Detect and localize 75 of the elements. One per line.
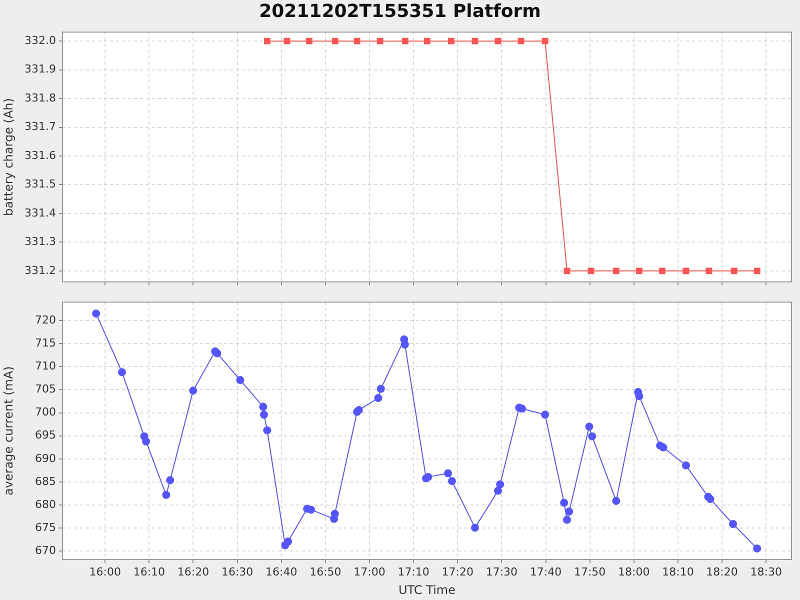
point <box>612 496 620 505</box>
y-tick-label: 331.3 <box>24 235 56 248</box>
y-tick-label: 675 <box>35 521 56 534</box>
point <box>376 384 385 393</box>
point <box>585 422 594 431</box>
point <box>118 368 126 376</box>
point <box>284 538 292 546</box>
point <box>142 437 150 446</box>
y-tick-label: 332.0 <box>24 34 56 47</box>
point <box>753 544 762 552</box>
x-tick-label: 17:00 <box>354 565 386 578</box>
point <box>729 520 738 528</box>
point <box>494 486 502 495</box>
x-tick-label: 16:30 <box>221 565 254 578</box>
x-tick-label: 16:50 <box>310 565 342 578</box>
point <box>496 480 504 488</box>
point <box>166 476 174 484</box>
chart-title: 20211202T155351 Platform <box>258 1 542 22</box>
point <box>541 410 550 419</box>
x-tick-label: 16:00 <box>89 565 121 578</box>
point <box>92 310 100 318</box>
y-tick-label: 331.9 <box>24 62 56 76</box>
x-tick-label: 17:10 <box>398 565 430 578</box>
point <box>189 386 198 395</box>
point <box>682 461 690 470</box>
point <box>659 443 668 452</box>
y-tick-label: 685 <box>35 474 56 488</box>
point <box>470 524 479 532</box>
x-tick-label: 18:00 <box>618 565 650 578</box>
point <box>263 426 272 434</box>
y-tick-label: 670 <box>35 544 56 558</box>
point <box>706 495 714 504</box>
y-tick-label: 715 <box>35 336 56 350</box>
point <box>563 516 571 524</box>
y-tick-label: 710 <box>35 360 56 373</box>
point <box>307 506 316 514</box>
x-tick-label: 17:50 <box>574 565 606 578</box>
y-tick-label: 720 <box>35 313 56 326</box>
x-tick-label: 17:40 <box>530 565 562 578</box>
y-tick-label: 331.7 <box>24 120 56 134</box>
point <box>374 394 382 402</box>
point <box>330 510 339 518</box>
x-tick-label: 17:30 <box>486 565 518 578</box>
y-tick-label: 331.5 <box>24 178 56 191</box>
y-tick-label: 700 <box>35 406 56 419</box>
x-tick-label: 17:20 <box>442 565 474 578</box>
x-tick-label: 18:10 <box>662 565 694 578</box>
point <box>236 376 244 384</box>
x-tick-label: 16:20 <box>177 565 210 578</box>
point <box>560 498 568 507</box>
y-tick-label: 331.6 <box>24 148 56 162</box>
y-axis-title: average current (mA) <box>1 366 16 496</box>
y-tick-label: 331.4 <box>24 206 56 220</box>
y-tick-label: 690 <box>35 452 56 465</box>
x-axis-title: UTC Time <box>398 582 456 597</box>
point <box>400 340 409 349</box>
x-tick-label: 16:10 <box>133 565 166 578</box>
point <box>260 410 268 419</box>
y-tick-label: 695 <box>35 428 56 442</box>
y-axis-title: battery charge (Ah) <box>1 98 16 216</box>
point <box>518 404 526 413</box>
x-tick-label: 18:20 <box>706 565 738 578</box>
y-tick-label: 705 <box>35 382 56 396</box>
y-tick-label: 331.8 <box>24 91 56 104</box>
point <box>448 477 456 486</box>
point <box>635 392 644 400</box>
point <box>259 402 268 411</box>
x-tick-label: 16:40 <box>266 565 298 578</box>
y-tick-label: 680 <box>35 498 56 511</box>
point <box>565 508 574 516</box>
x-tick-label: 18:30 <box>750 565 782 578</box>
point <box>588 432 596 440</box>
point <box>444 469 452 478</box>
y-tick-label: 331.2 <box>24 264 56 277</box>
point <box>162 490 170 499</box>
